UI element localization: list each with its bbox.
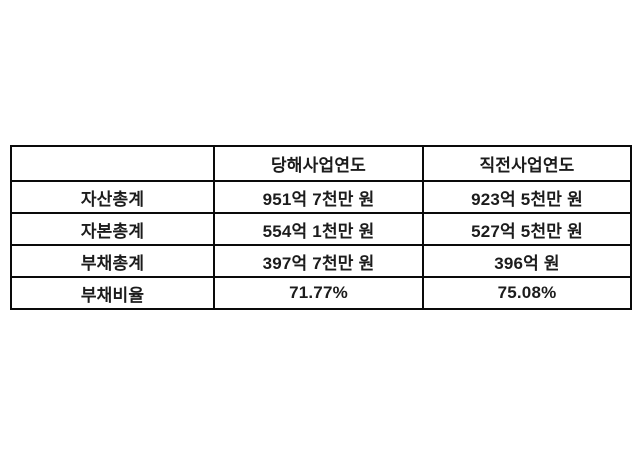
row-label: 부채비율 (10, 276, 215, 310)
table-row-debt-ratio: 부채비율 71.77% 75.08% (10, 276, 632, 310)
row-label: 자본총계 (10, 212, 215, 246)
header-cell-current-year: 당해사업연도 (213, 145, 424, 182)
cell-previous-value: 75.08% (422, 276, 632, 310)
table-row-total-assets: 자산총계 951억 7천만 원 923억 5천만 원 (10, 180, 632, 214)
table-row-total-liabilities: 부채총계 397억 7천만 원 396억 원 (10, 244, 632, 278)
header-cell-previous-year: 직전사업연도 (422, 145, 632, 182)
cell-current-value: 397억 7천만 원 (213, 244, 424, 278)
financial-summary-table: 당해사업연도 직전사업연도 자산총계 951억 7천만 원 923억 5천만 원… (10, 145, 632, 310)
cell-previous-value: 527억 5천만 원 (422, 212, 632, 246)
row-label: 부채총계 (10, 244, 215, 278)
cell-current-value: 71.77% (213, 276, 424, 310)
cell-previous-value: 396억 원 (422, 244, 632, 278)
row-label: 자산총계 (10, 180, 215, 214)
table-row-total-equity: 자본총계 554억 1천만 원 527억 5천만 원 (10, 212, 632, 246)
cell-current-value: 951억 7천만 원 (213, 180, 424, 214)
table-header-row: 당해사업연도 직전사업연도 (10, 145, 632, 182)
cell-previous-value: 923억 5천만 원 (422, 180, 632, 214)
header-cell-blank (10, 145, 215, 182)
cell-current-value: 554억 1천만 원 (213, 212, 424, 246)
